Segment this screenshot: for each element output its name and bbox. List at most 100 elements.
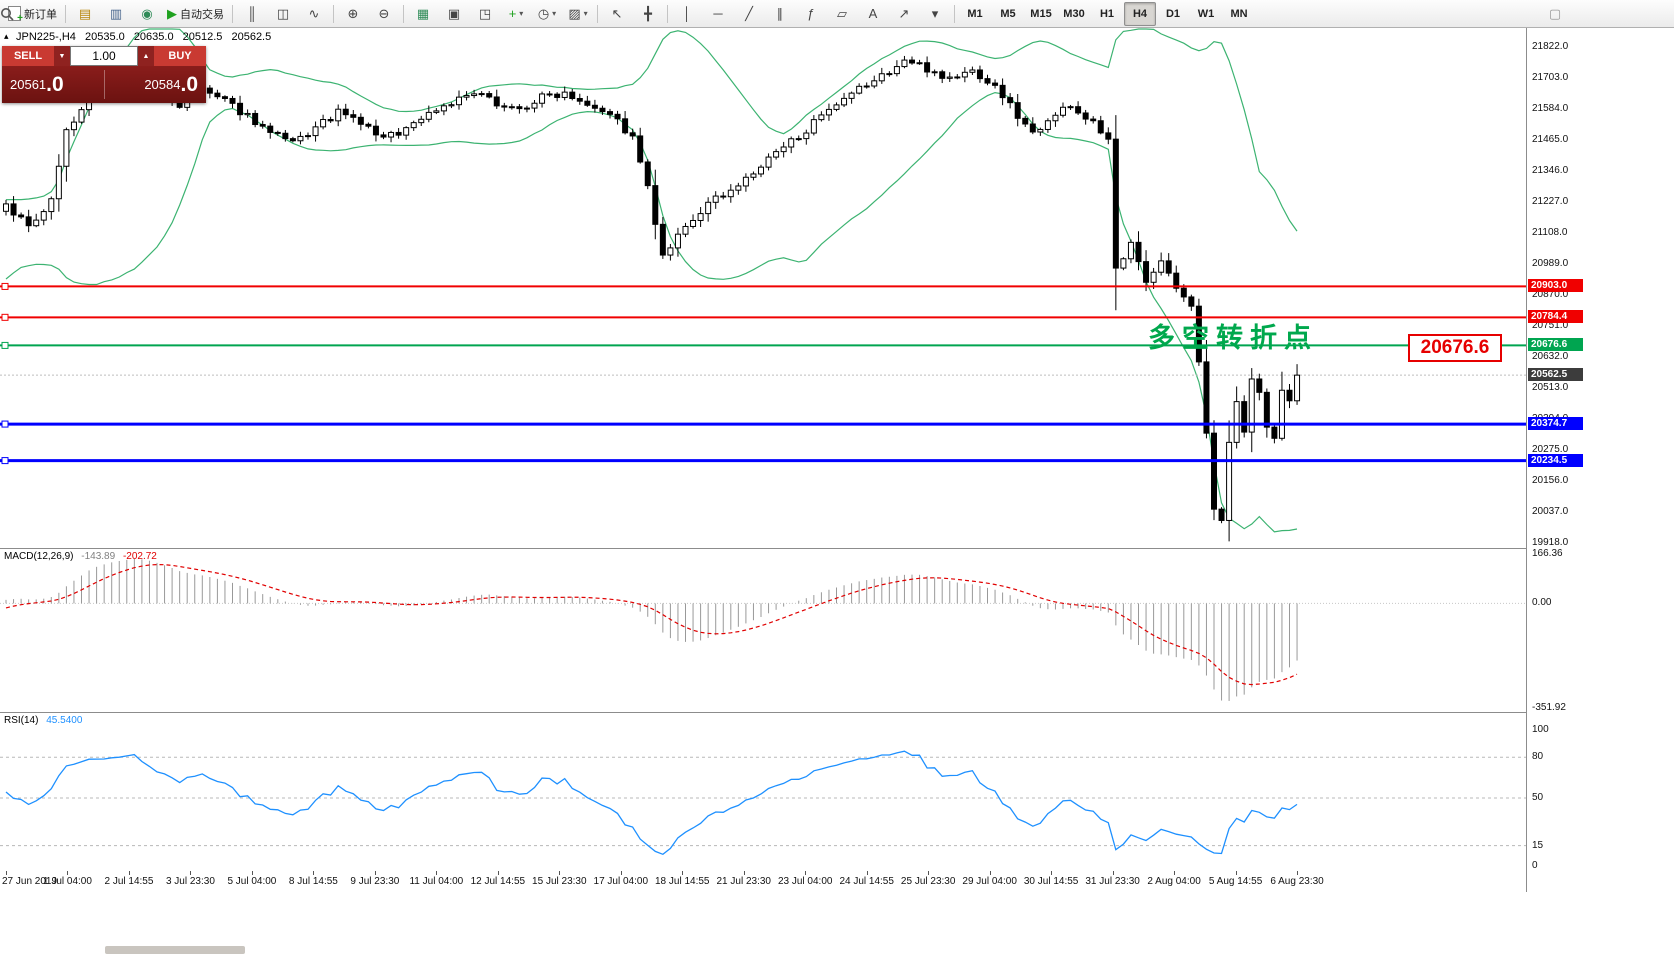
time-axis-label: 31 Jul 23:30 <box>1085 876 1140 887</box>
trendline-icon[interactable]: ╱ <box>734 2 764 26</box>
buy-price-main: 20584 <box>144 77 181 92</box>
cursor-icon[interactable]: ↖ <box>602 2 632 26</box>
panel-separator[interactable] <box>0 712 1674 713</box>
volume-decrease-button[interactable]: ▼ <box>54 46 70 66</box>
axis-label: 50 <box>1532 792 1544 803</box>
horizontal-line-icon[interactable]: ─ <box>703 2 733 26</box>
time-axis-label: 1 Jul 04:00 <box>43 876 92 887</box>
timeframe-mn-button[interactable]: MN <box>1223 2 1255 26</box>
axis-label: 20751.0 <box>1532 320 1569 332</box>
timeframe-m15-button[interactable]: M15 <box>1025 2 1057 26</box>
line-handle[interactable] <box>1 420 9 428</box>
line-handle[interactable] <box>1 282 9 290</box>
rsi-panel-canvas[interactable] <box>0 712 1526 870</box>
main-chart-canvas[interactable] <box>0 28 1526 548</box>
price-callout-box[interactable]: 20676.6 <box>1408 334 1502 362</box>
sell-button[interactable]: SELL <box>2 46 54 66</box>
volume-increase-button[interactable]: ▲ <box>138 46 154 66</box>
zoom-out-icon[interactable]: ⊖ <box>369 2 399 26</box>
price-axis[interactable]: 21822.0 21703.0 21584.0 21465.0 21346.0 21227… <box>1526 28 1674 892</box>
arrange-windows-icon[interactable]: ◳ <box>470 2 500 26</box>
time-axis-label: 5 Jul 04:00 <box>227 876 277 887</box>
horizontal-line-icon-glyph: ─ <box>713 6 723 21</box>
rsi-value: 45.5400 <box>46 715 83 726</box>
shapes-icon[interactable]: ▱ <box>827 2 857 26</box>
search-icon[interactable] <box>1 2 1539 26</box>
zoom-in-icon[interactable]: ⊕ <box>338 2 368 26</box>
auto-trading-button-label: 自动交易 <box>180 8 224 21</box>
timeframe-m1-button-label: M1 <box>967 7 983 20</box>
open-value: 20535.0 <box>84 31 125 43</box>
panel-separator[interactable] <box>0 548 1674 549</box>
time-axis-label: 8 Jul 14:55 <box>288 876 338 887</box>
timeframe-m30-button[interactable]: M30 <box>1058 2 1090 26</box>
vertical-line-icon[interactable]: │ <box>672 2 702 26</box>
time-axis-label: 15 Jul 23:30 <box>532 876 587 887</box>
buy-button[interactable]: BUY <box>154 46 206 66</box>
one-click-collapse-icon[interactable]: ▴ <box>4 31 9 41</box>
time-axis-label: 12 Jul 14:55 <box>470 876 526 887</box>
candlestick-chart-icon[interactable]: ◫ <box>268 2 298 26</box>
time-axis-label: 18 Jul 14:55 <box>655 876 710 887</box>
price-line-badge: 20562.5 <box>1528 368 1583 382</box>
timeframe-m30-button-label: M30 <box>1063 7 1085 20</box>
cascade-windows-icon[interactable]: ▣ <box>439 2 469 26</box>
zoom-out-icon-glyph: ⊖ <box>378 6 390 21</box>
buy-price-big: .0 <box>180 72 198 96</box>
timeframe-mn-button-label: MN <box>1230 7 1248 20</box>
chevron-down-icon: ▾ <box>519 9 524 18</box>
channel-icon[interactable]: ∥ <box>765 2 795 26</box>
turning-point-annotation[interactable]: 多空转折点 <box>1148 323 1318 353</box>
timeframe-m1-button[interactable]: M1 <box>959 2 991 26</box>
line-handle[interactable] <box>1 313 9 321</box>
timeframe-m5-button[interactable]: M5 <box>992 2 1024 26</box>
crosshair-icon-glyph: ╋ <box>644 6 652 21</box>
axis-label: 0.00 <box>1532 597 1552 609</box>
axis-label: 19918.0 <box>1532 537 1569 549</box>
time-tick <box>989 871 991 875</box>
timeframe-m5-button-label: M5 <box>1000 7 1016 20</box>
time-axis[interactable]: 27 Jun 2019 1 Jul 04:00 2 Jul 14:55 3 Jul 2… <box>0 870 1526 892</box>
timeframe-h1-button-label: H1 <box>1099 7 1115 20</box>
navigator-icon[interactable]: ▥ <box>101 2 131 26</box>
terminal-icon[interactable]: ◉ <box>132 2 162 26</box>
indicators-icon[interactable]: + ▾ <box>501 2 531 26</box>
line-chart-icon[interactable]: ∿ <box>299 2 329 26</box>
fibonacci-icon[interactable]: ƒ <box>796 2 826 26</box>
tile-windows-icon[interactable]: ▦ <box>408 2 438 26</box>
timeframe-h1-button[interactable]: H1 <box>1091 2 1123 26</box>
candles-layer <box>3 55 1301 542</box>
templates-icon[interactable]: ▨ ▾ <box>563 2 593 26</box>
time-tick <box>1174 871 1176 875</box>
objects-more-icon[interactable]: ▾ <box>920 2 950 26</box>
bollinger-upper-band <box>5 28 1298 232</box>
periods-icon[interactable]: ◷ ▾ <box>532 2 562 26</box>
rsi-line <box>5 750 1298 856</box>
text-icon[interactable]: A <box>858 2 888 26</box>
buy-price-button[interactable]: 20584 .0 <box>104 66 206 103</box>
timeframe-h4-button[interactable]: H4 <box>1124 1 1156 26</box>
bar-chart-icon[interactable]: ║ <box>237 2 267 26</box>
market-watch-icon[interactable]: ▤ <box>70 2 100 26</box>
volume-input[interactable] <box>70 46 138 66</box>
timeframe-d1-button-label: D1 <box>1165 7 1181 20</box>
axis-label: 100 <box>1532 724 1549 735</box>
terminal-icon-glyph: ◉ <box>141 6 153 21</box>
macd-panel-canvas[interactable] <box>0 548 1526 712</box>
axis-label: 0 <box>1532 860 1538 871</box>
timeframe-w1-button[interactable]: W1 <box>1190 2 1222 26</box>
auto-trading-button[interactable]: ▶ 自动交易 <box>163 2 228 26</box>
time-tick <box>928 871 930 875</box>
line-handle[interactable] <box>1 457 9 465</box>
timeframe-d1-button[interactable]: D1 <box>1157 2 1189 26</box>
fullscreen-icon[interactable]: ▢ <box>1540 2 1570 26</box>
arrow-label-icon[interactable]: ↗ <box>889 2 919 26</box>
line-handle[interactable] <box>1 341 9 349</box>
toolbar-separator <box>232 4 233 23</box>
crosshair-icon[interactable]: ╋ <box>633 2 663 26</box>
axis-label: 20989.0 <box>1532 258 1569 270</box>
sell-price-button[interactable]: 20561 .0 <box>2 66 104 103</box>
time-tick <box>128 871 130 875</box>
line-chart-icon-glyph: ∿ <box>308 6 320 21</box>
